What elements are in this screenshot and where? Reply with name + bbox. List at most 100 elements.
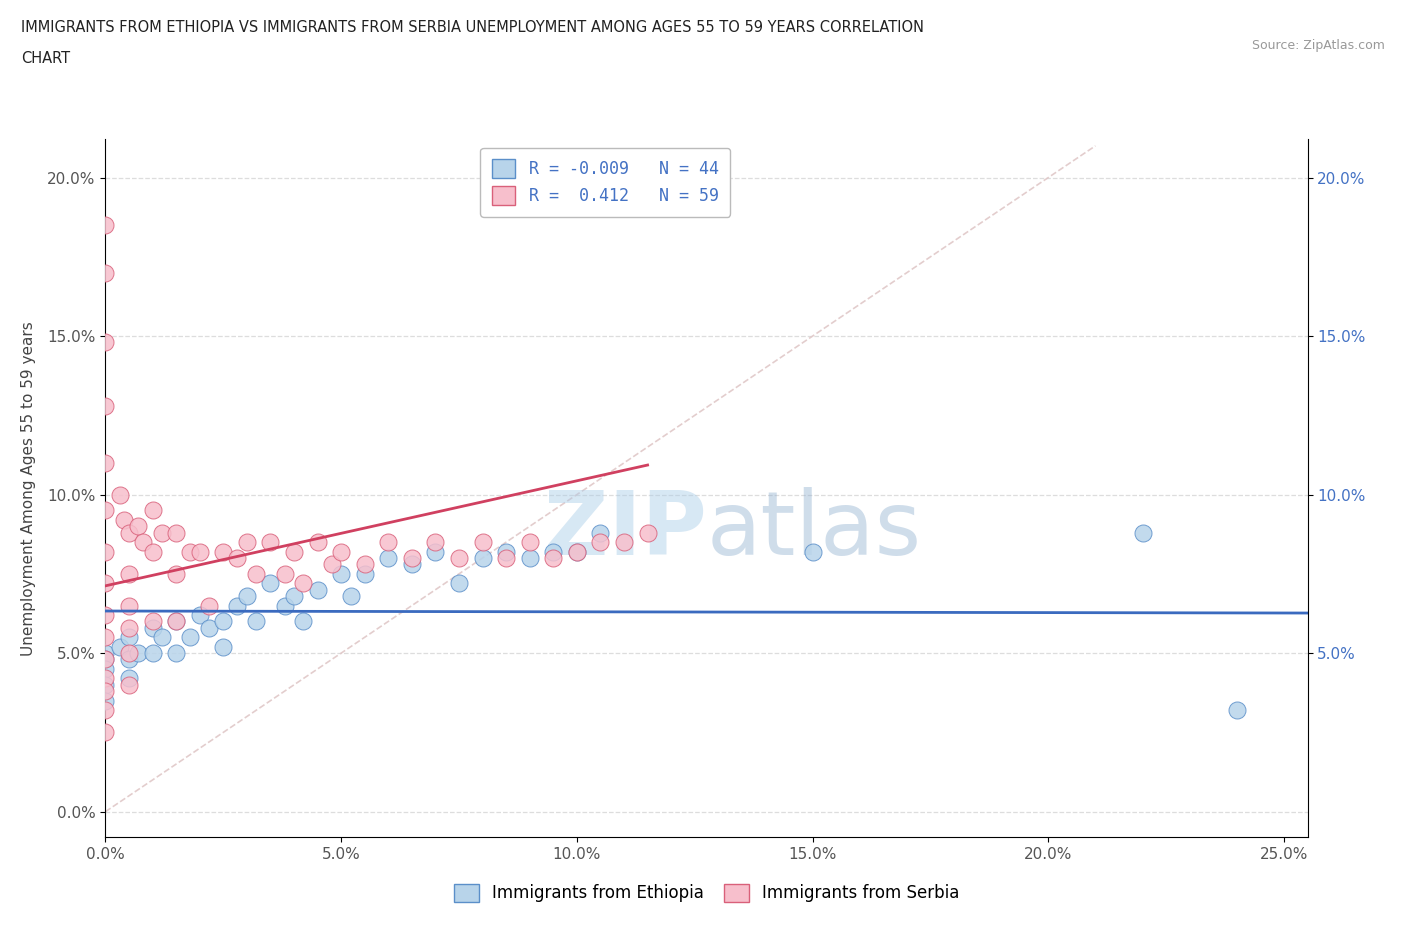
Point [94, 693, 117, 708]
Point [519, 535, 541, 550]
Point [118, 630, 141, 644]
Point [94, 398, 117, 413]
Point [236, 589, 259, 604]
Point [94, 503, 117, 518]
Point [108, 487, 131, 502]
Point [94, 576, 117, 591]
Point [292, 576, 315, 591]
Point [94, 335, 117, 350]
Point [330, 566, 353, 581]
Text: atlas: atlas [707, 486, 922, 574]
Point [307, 535, 329, 550]
Point [127, 519, 149, 534]
Point [212, 614, 235, 629]
Point [188, 607, 211, 622]
Point [401, 557, 423, 572]
Text: ZIP: ZIP [544, 486, 707, 574]
Point [353, 557, 375, 572]
Point [118, 525, 141, 540]
Point [292, 614, 315, 629]
Point [94, 677, 117, 692]
Y-axis label: Unemployment Among Ages 55 to 59 years: Unemployment Among Ages 55 to 59 years [21, 321, 37, 656]
Point [226, 598, 249, 613]
Point [94, 456, 117, 471]
Point [330, 544, 353, 559]
Point [150, 525, 173, 540]
Point [565, 544, 588, 559]
Point [565, 544, 588, 559]
Point [188, 544, 211, 559]
Point [339, 589, 361, 604]
Point [447, 551, 470, 565]
Point [377, 551, 399, 565]
Point [94, 645, 117, 660]
Point [118, 652, 141, 667]
Point [637, 525, 659, 540]
Text: Source: ZipAtlas.com: Source: ZipAtlas.com [1251, 39, 1385, 52]
Point [236, 535, 259, 550]
Point [259, 576, 281, 591]
Point [127, 645, 149, 660]
Point [1132, 525, 1154, 540]
Point [801, 544, 824, 559]
Point [471, 551, 494, 565]
Point [94, 684, 117, 698]
Point [142, 503, 165, 518]
Point [94, 661, 117, 676]
Point [613, 535, 636, 550]
Point [112, 512, 135, 527]
Point [283, 589, 305, 604]
Point [212, 544, 235, 559]
Point [589, 525, 612, 540]
Point [94, 544, 117, 559]
Point [142, 620, 165, 635]
Point [118, 566, 141, 581]
Point [94, 725, 117, 740]
Point [226, 551, 249, 565]
Point [165, 566, 187, 581]
Point [94, 607, 117, 622]
Point [543, 551, 565, 565]
Point [142, 614, 165, 629]
Point [142, 645, 165, 660]
Point [94, 703, 117, 718]
Point [94, 218, 117, 232]
Point [118, 645, 141, 660]
Point [150, 630, 173, 644]
Point [283, 544, 305, 559]
Point [1226, 703, 1249, 718]
Point [94, 630, 117, 644]
Point [321, 557, 343, 572]
Point [198, 620, 221, 635]
Text: IMMIGRANTS FROM ETHIOPIA VS IMMIGRANTS FROM SERBIA UNEMPLOYMENT AMONG AGES 55 TO: IMMIGRANTS FROM ETHIOPIA VS IMMIGRANTS F… [21, 20, 924, 35]
Point [245, 614, 267, 629]
Point [165, 614, 187, 629]
Point [94, 671, 117, 686]
Point [118, 620, 141, 635]
Point [543, 544, 565, 559]
Point [273, 598, 295, 613]
Point [132, 535, 155, 550]
Point [471, 535, 494, 550]
Point [165, 645, 187, 660]
Point [401, 551, 423, 565]
Point [179, 544, 201, 559]
Point [425, 544, 447, 559]
Point [108, 639, 131, 654]
Point [447, 576, 470, 591]
Point [198, 598, 221, 613]
Point [589, 535, 612, 550]
Point [118, 677, 141, 692]
Point [94, 265, 117, 280]
Point [245, 566, 267, 581]
Point [273, 566, 295, 581]
Legend: Immigrants from Ethiopia, Immigrants from Serbia: Immigrants from Ethiopia, Immigrants fro… [447, 877, 966, 909]
Point [165, 614, 187, 629]
Point [94, 652, 117, 667]
Text: CHART: CHART [21, 51, 70, 66]
Point [307, 582, 329, 597]
Point [495, 544, 517, 559]
Point [94, 652, 117, 667]
Point [118, 671, 141, 686]
Point [212, 639, 235, 654]
